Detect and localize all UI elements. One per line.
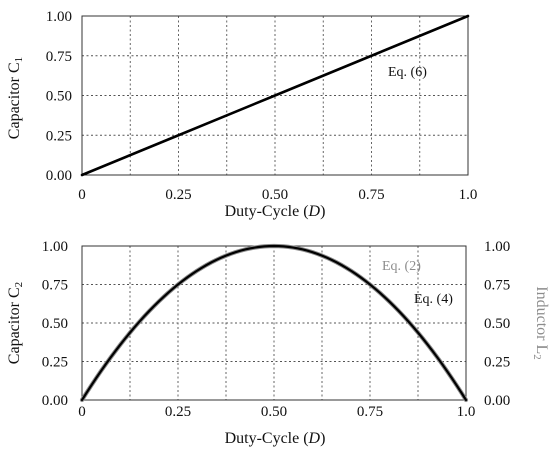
- bottom-x-ticks: 0 0.25 0.50 0.75 1.0: [78, 404, 475, 420]
- bottom-x-tick-label: 0.50: [261, 404, 287, 420]
- top-x-tick-label: 0.75: [358, 187, 384, 203]
- top-y-tick-label: 0.75: [46, 49, 72, 65]
- series-line: [80, 244, 468, 402]
- top-y-ticks: 1.00 0.75 0.50 0.25 0.00: [46, 9, 72, 184]
- bottom-annotation-eq4: Eq. (4): [414, 292, 453, 307]
- top-x-axis-label: Duty-Cycle (D): [225, 203, 326, 220]
- top-y-tick-label: 1.00: [46, 9, 72, 25]
- bottom-annotation-eq2: Eq. (2): [382, 259, 421, 274]
- series-line: [80, 14, 470, 177]
- top-grid: [82, 16, 468, 175]
- bottom-grid: [82, 246, 466, 400]
- top-y-axis-label: Capacitor C1: [6, 57, 25, 139]
- bottom-x-tick-label: 0.25: [165, 404, 191, 420]
- bottom-y-ticks: 1.00 0.75 0.50 0.25 0.00: [42, 239, 68, 409]
- bottom-y2-ticks: 1.00 0.75 0.50 0.25 0.00: [484, 239, 510, 409]
- bottom-y-axis-label: Capacitor C2: [6, 282, 25, 364]
- top-chart: 1.00 0.75 0.50 0.25 0.00 0 0.25 0.50 0.7…: [6, 9, 477, 220]
- bottom-y2-tick-label: 0.75: [484, 278, 510, 294]
- top-y-tick-label: 0.00: [46, 168, 72, 184]
- top-x-tick-label: 0.50: [262, 187, 288, 203]
- bottom-x-axis-label: Duty-Cycle (D): [225, 430, 326, 447]
- bottom-y2-tick-label: 0.50: [484, 316, 510, 332]
- bottom-series-group: [79, 243, 469, 403]
- bottom-y-tick-label: 0.25: [42, 355, 68, 371]
- top-x-tick-label: 0.25: [165, 187, 191, 203]
- bottom-x-tick-label: 0: [78, 404, 86, 420]
- top-y-tick-label: 0.50: [46, 89, 72, 105]
- top-annotation-eq6: Eq. (6): [388, 65, 427, 80]
- bottom-y2-tick-label: 0.00: [484, 393, 510, 409]
- bottom-y2-tick-label: 1.00: [484, 239, 510, 255]
- bottom-x-tick-label: 0.75: [357, 404, 383, 420]
- top-series-group: [80, 14, 470, 177]
- top-x-ticks: 0 0.25 0.50 0.75 1.0: [78, 187, 477, 203]
- bottom-y-tick-label: 1.00: [42, 239, 68, 255]
- bottom-y-tick-label: 0.75: [42, 278, 68, 294]
- bottom-chart: 1.00 0.75 0.50 0.25 0.00 1.00 0.75 0.50 …: [6, 239, 550, 447]
- top-x-tick-label: 0: [78, 187, 86, 203]
- bottom-y2-axis-label: Inductor L2: [531, 286, 550, 359]
- bottom-y-tick-label: 0.00: [42, 393, 68, 409]
- bottom-x-tick-label: 1.0: [457, 404, 476, 420]
- bottom-y2-tick-label: 0.25: [484, 355, 510, 371]
- top-plot-frame: [81, 15, 469, 176]
- bottom-y-tick-label: 0.50: [42, 316, 68, 332]
- top-x-tick-label: 1.0: [459, 187, 478, 203]
- top-y-tick-label: 0.25: [46, 128, 72, 144]
